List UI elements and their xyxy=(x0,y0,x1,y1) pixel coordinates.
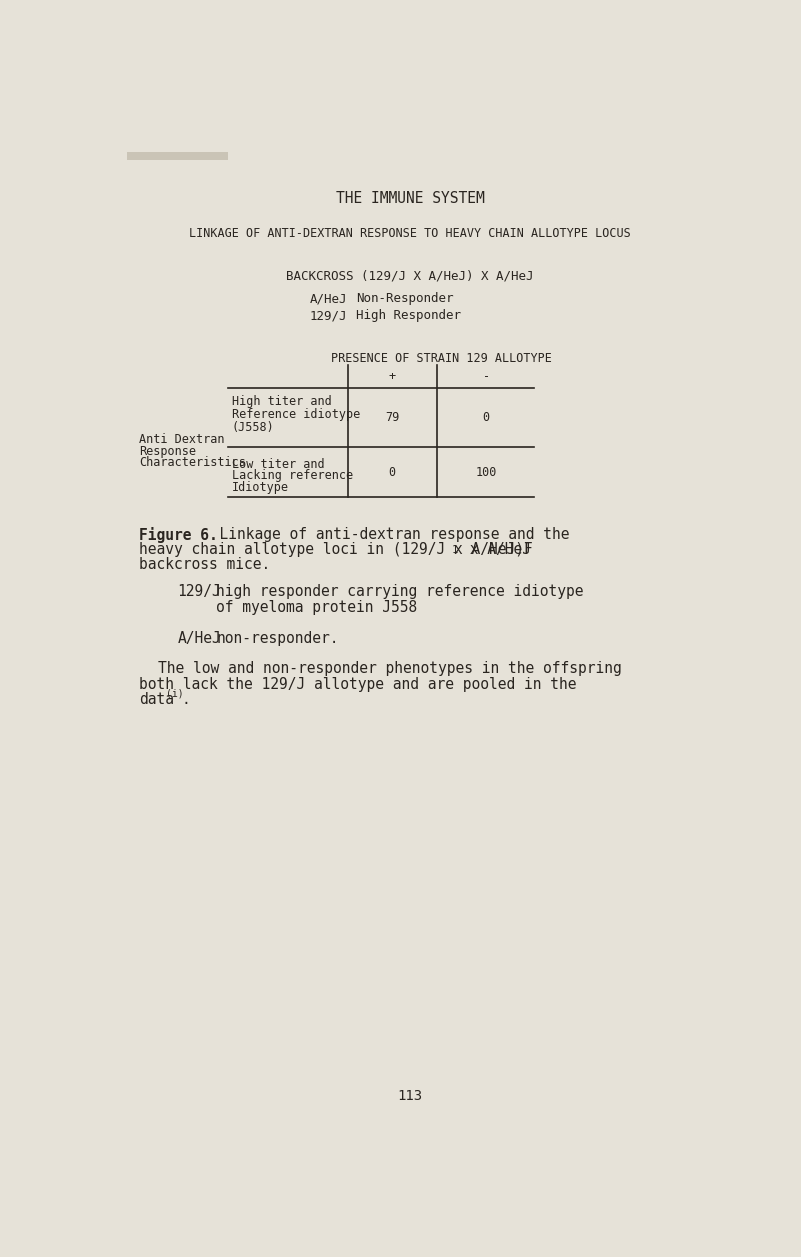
Text: both lack the 129/J allotype and are pooled in the: both lack the 129/J allotype and are poo… xyxy=(139,676,577,691)
Text: High titer and: High titer and xyxy=(231,395,332,407)
Text: Linkage of anti-dextran response and the: Linkage of anti-dextran response and the xyxy=(203,527,570,542)
Text: 129/J: 129/J xyxy=(178,585,221,600)
Text: Lacking reference: Lacking reference xyxy=(231,469,353,483)
Text: non-responder.: non-responder. xyxy=(216,631,339,646)
Text: of myeloma protein J558: of myeloma protein J558 xyxy=(216,600,417,615)
Text: Anti Dextran: Anti Dextran xyxy=(139,434,224,446)
Text: Non-Responder: Non-Responder xyxy=(356,292,453,305)
Text: heavy chain allotype loci in (129/J x A/HeJ)F: heavy chain allotype loci in (129/J x A/… xyxy=(139,542,533,557)
Text: (J558): (J558) xyxy=(231,421,275,434)
Text: -: - xyxy=(482,370,489,383)
Text: Characteristics: Characteristics xyxy=(139,456,246,469)
Text: data: data xyxy=(139,693,174,708)
Text: 1: 1 xyxy=(452,546,458,556)
Text: PRESENCE OF STRAIN 129 ALLOTYPE: PRESENCE OF STRAIN 129 ALLOTYPE xyxy=(331,352,552,366)
Text: 129/J: 129/J xyxy=(309,309,347,322)
Text: backcross mice.: backcross mice. xyxy=(139,557,270,572)
Text: 113: 113 xyxy=(397,1090,423,1104)
Text: Reference idiotype: Reference idiotype xyxy=(231,407,360,421)
Text: BACKCROSS (129/J X A/HeJ) X A/HeJ: BACKCROSS (129/J X A/HeJ) X A/HeJ xyxy=(287,269,534,282)
Text: Response: Response xyxy=(139,445,196,458)
Text: Low titer and: Low titer and xyxy=(231,458,324,470)
Text: LINKAGE OF ANTI-DEXTRAN RESPONSE TO HEAVY CHAIN ALLOTYPE LOCUS: LINKAGE OF ANTI-DEXTRAN RESPONSE TO HEAV… xyxy=(189,228,631,240)
Text: 100: 100 xyxy=(475,466,497,479)
Text: (i): (i) xyxy=(166,689,183,699)
Text: 79: 79 xyxy=(385,411,400,424)
Text: The low and non-responder phenotypes in the offspring: The low and non-responder phenotypes in … xyxy=(159,661,622,676)
Text: +: + xyxy=(388,370,396,383)
Text: high responder carrying reference idiotype: high responder carrying reference idioty… xyxy=(216,585,584,600)
Bar xyxy=(127,152,228,160)
Text: .: . xyxy=(182,693,191,708)
Text: 0: 0 xyxy=(482,411,489,424)
Text: A/HeJ: A/HeJ xyxy=(178,631,221,646)
Text: THE IMMUNE SYSTEM: THE IMMUNE SYSTEM xyxy=(336,191,485,206)
Text: Idiotype: Idiotype xyxy=(231,481,289,494)
Text: A/HeJ: A/HeJ xyxy=(309,292,347,305)
Text: 0: 0 xyxy=(388,466,396,479)
Text: x A/HeJ: x A/HeJ xyxy=(461,542,531,557)
Text: High Responder: High Responder xyxy=(356,309,461,322)
Text: Figure 6.: Figure 6. xyxy=(139,527,218,543)
